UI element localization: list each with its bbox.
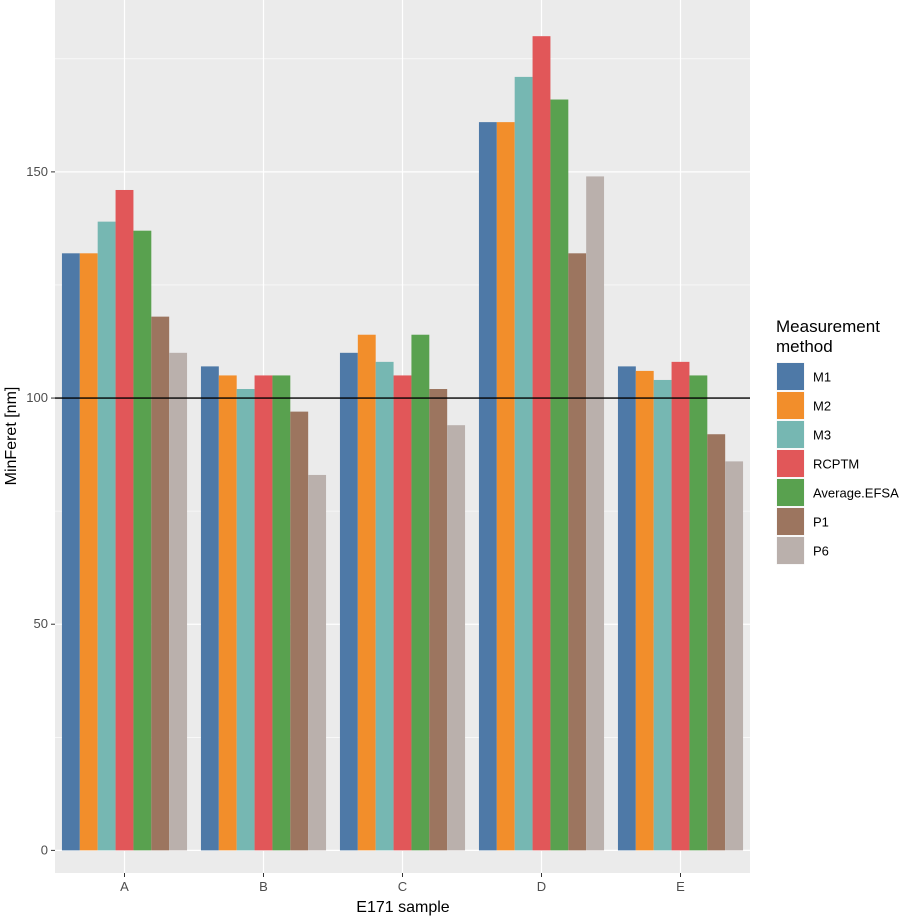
legend-label: Average.EFSA [813, 486, 899, 501]
bar-b-p1 [290, 411, 309, 851]
bar-c-average-efsa [411, 334, 430, 851]
bar-b-m2 [218, 375, 237, 851]
bar-d-p6 [586, 176, 605, 851]
bar-a-m1 [61, 253, 80, 851]
y-tick-label: 150 [26, 164, 48, 179]
legend-title: method [776, 337, 833, 356]
legend-swatch [777, 450, 804, 477]
bar-b-rcptm [254, 375, 273, 851]
bar-d-m1 [478, 122, 497, 851]
bar-a-p6 [169, 352, 188, 851]
bar-c-m2 [357, 334, 376, 851]
x-tick-label: C [398, 879, 407, 894]
bar-a-m2 [79, 253, 98, 851]
bar-e-m2 [635, 370, 654, 851]
bar-a-average-efsa [133, 230, 152, 851]
legend-swatch [777, 479, 804, 506]
bar-d-m3 [514, 76, 533, 851]
legend-swatch [777, 537, 804, 564]
y-tick-label: 50 [34, 616, 48, 631]
bar-d-average-efsa [550, 99, 569, 851]
bars [61, 36, 744, 851]
y-tick-label: 100 [26, 390, 48, 405]
bar-a-p1 [151, 316, 170, 851]
bar-d-p1 [568, 253, 587, 851]
bar-d-m2 [496, 122, 515, 851]
bar-e-average-efsa [689, 375, 708, 851]
bar-b-average-efsa [272, 375, 291, 851]
bar-b-m3 [236, 389, 255, 851]
bar-e-m1 [617, 366, 636, 851]
legend-label: M3 [813, 428, 831, 443]
bar-c-m3 [375, 361, 394, 851]
bar-c-p1 [429, 389, 448, 851]
x-tick-label: D [537, 879, 546, 894]
bar-c-rcptm [393, 375, 412, 851]
bar-e-p1 [707, 434, 726, 851]
x-tick-label: B [259, 879, 268, 894]
legend-swatch [777, 363, 804, 390]
bar-b-m1 [200, 366, 219, 851]
legend-label: P6 [813, 544, 829, 559]
bar-a-rcptm [115, 189, 134, 851]
bar-c-p6 [447, 425, 466, 851]
y-axis-title: MinFeret [nm] [3, 387, 20, 486]
bar-d-rcptm [532, 36, 551, 851]
bar-e-p6 [725, 461, 744, 851]
x-tick-label: E [676, 879, 685, 894]
legend-label: M2 [813, 399, 831, 414]
bar-c-m1 [339, 352, 358, 851]
legend-swatch [777, 508, 804, 535]
bar-e-rcptm [671, 361, 690, 851]
x-tick-label: A [120, 879, 129, 894]
axes: 0 50 100 150 A B C D E [26, 164, 685, 894]
legend-label: RCPTM [813, 457, 859, 472]
y-tick-label: 0 [41, 842, 48, 857]
legend-swatch [777, 421, 804, 448]
bar-b-p6 [308, 474, 327, 851]
legend-title: Measurement [776, 317, 880, 336]
legend-label: P1 [813, 515, 829, 530]
bar-e-m3 [653, 379, 672, 851]
bar-a-m3 [97, 221, 116, 851]
legend-swatch [777, 392, 804, 419]
x-axis-title: E171 sample [356, 899, 449, 916]
legend-label: M1 [813, 370, 831, 385]
